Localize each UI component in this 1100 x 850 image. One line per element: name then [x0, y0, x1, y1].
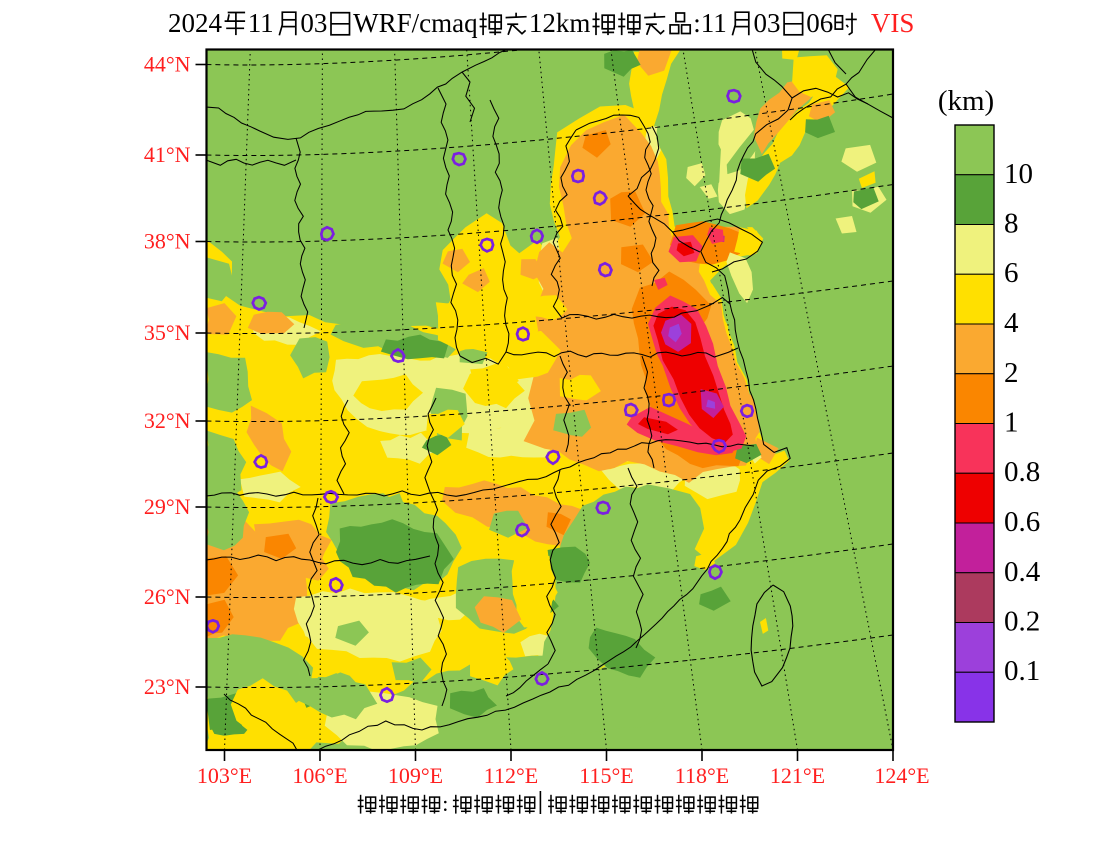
svg-text:109°E: 109°E: [388, 763, 443, 788]
svg-text:0.2: 0.2: [1004, 606, 1040, 638]
svg-text:0.1: 0.1: [1004, 655, 1040, 687]
svg-text:0.4: 0.4: [1004, 556, 1041, 588]
svg-text:0.8: 0.8: [1004, 456, 1040, 488]
svg-text:4: 4: [1004, 307, 1019, 339]
svg-text:26°N: 26°N: [144, 584, 191, 609]
svg-text:38°N: 38°N: [144, 229, 191, 254]
svg-text:118°E: 118°E: [675, 763, 729, 788]
svg-text:12km: 12km: [529, 8, 591, 38]
svg-text:03: 03: [754, 8, 781, 38]
svg-text:0.6: 0.6: [1004, 506, 1040, 538]
svg-text:106°E: 106°E: [292, 763, 347, 788]
svg-text:32°N: 32°N: [144, 408, 191, 433]
svg-text:121°E: 121°E: [770, 763, 825, 788]
svg-text:6: 6: [1004, 257, 1019, 289]
svg-text:115°E: 115°E: [579, 763, 633, 788]
svg-text:2024: 2024: [168, 8, 223, 38]
svg-text:44°N: 44°N: [144, 52, 191, 77]
svg-text:06: 06: [806, 8, 833, 38]
svg-text:10: 10: [1004, 158, 1033, 190]
svg-text::: :: [693, 8, 701, 38]
svg-text:11: 11: [248, 8, 274, 38]
svg-text:103°E: 103°E: [197, 763, 252, 788]
svg-text:03: 03: [300, 8, 327, 38]
svg-text:8: 8: [1004, 208, 1019, 240]
svg-text:23°N: 23°N: [144, 674, 191, 699]
svg-text:124°E: 124°E: [874, 763, 929, 788]
svg-text::: :: [442, 791, 448, 816]
svg-text:29°N: 29°N: [144, 494, 191, 519]
svg-text:WRF/cmaq: WRF/cmaq: [353, 8, 478, 38]
svg-text:112°E: 112°E: [484, 763, 538, 788]
svg-text:35°N: 35°N: [144, 320, 191, 345]
svg-text:11: 11: [701, 8, 727, 38]
svg-text:VIS: VIS: [871, 8, 915, 38]
svg-text:1: 1: [1004, 407, 1019, 439]
svg-text:2: 2: [1004, 357, 1019, 389]
svg-text:(km): (km): [938, 85, 994, 117]
svg-text:41°N: 41°N: [144, 142, 191, 167]
